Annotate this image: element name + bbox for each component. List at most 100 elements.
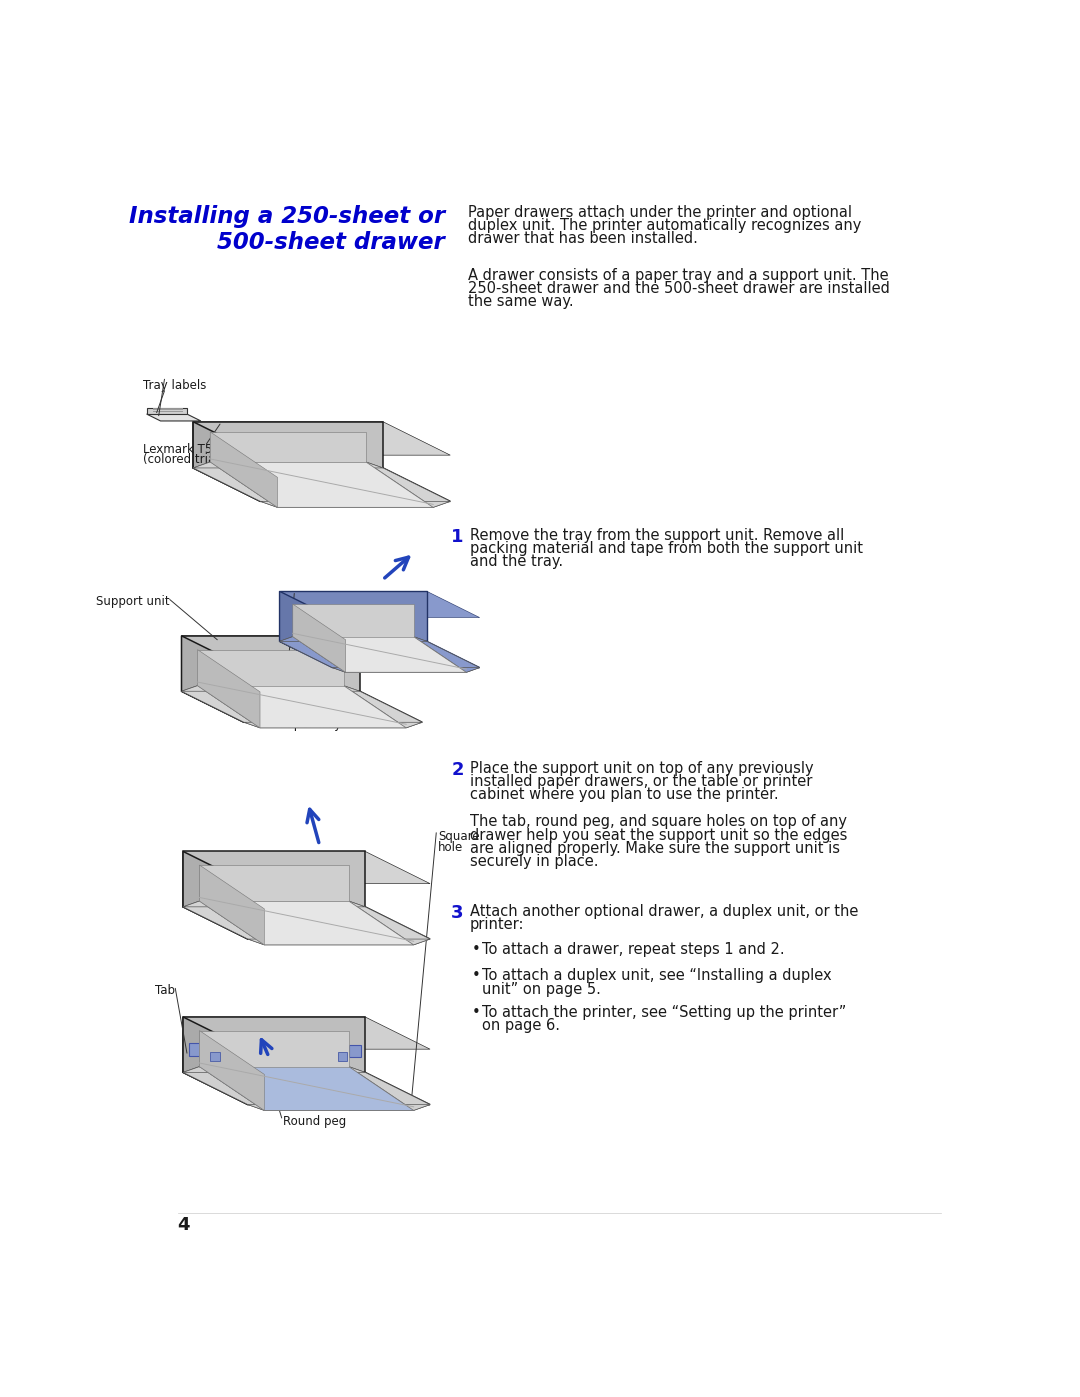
Text: •: •	[471, 942, 481, 957]
Text: cabinet where you plan to use the printer.: cabinet where you plan to use the printe…	[470, 787, 779, 802]
Polygon shape	[280, 591, 333, 668]
Polygon shape	[183, 1017, 430, 1049]
Text: packing material and tape from both the support unit: packing material and tape from both the …	[470, 541, 863, 556]
Polygon shape	[181, 686, 260, 728]
Polygon shape	[244, 722, 422, 728]
Text: Tray labels: Tray labels	[143, 380, 206, 393]
Polygon shape	[211, 462, 433, 507]
Polygon shape	[280, 591, 480, 617]
Text: Remove the tray from the support unit. Remove all: Remove the tray from the support unit. R…	[470, 528, 845, 543]
Polygon shape	[193, 462, 278, 507]
Text: duplex unit. The printer automatically recognizes any: duplex unit. The printer automatically r…	[469, 218, 862, 233]
Polygon shape	[280, 637, 427, 641]
Polygon shape	[193, 462, 383, 468]
Text: •: •	[471, 1006, 481, 1020]
Polygon shape	[293, 637, 467, 672]
Polygon shape	[280, 637, 346, 672]
Polygon shape	[183, 1066, 265, 1111]
Text: unit” on page 5.: unit” on page 5.	[482, 982, 602, 996]
Polygon shape	[200, 865, 349, 901]
Polygon shape	[200, 865, 265, 944]
Text: Tab: Tab	[156, 983, 175, 997]
Polygon shape	[343, 686, 422, 728]
Polygon shape	[349, 1045, 362, 1058]
Text: drawer help you seat the support unit so the edges: drawer help you seat the support unit so…	[470, 827, 847, 842]
Polygon shape	[147, 414, 201, 420]
Text: and the tray.: and the tray.	[470, 555, 563, 569]
Polygon shape	[181, 636, 360, 692]
Polygon shape	[260, 502, 450, 507]
Polygon shape	[248, 1105, 430, 1111]
Text: 3: 3	[451, 904, 463, 922]
Polygon shape	[211, 432, 278, 507]
Circle shape	[248, 1034, 264, 1049]
Text: A drawer consists of a paper tray and a support unit. The: A drawer consists of a paper tray and a …	[469, 268, 889, 282]
Polygon shape	[183, 907, 430, 939]
Polygon shape	[183, 1073, 430, 1105]
Text: drawer that has been installed.: drawer that has been installed.	[469, 231, 698, 246]
Text: Attach another optional drawer, a duplex unit, or the: Attach another optional drawer, a duplex…	[470, 904, 859, 919]
Polygon shape	[181, 636, 244, 722]
Polygon shape	[280, 641, 480, 668]
Text: hole: hole	[437, 841, 463, 854]
Text: 1: 1	[451, 528, 463, 546]
Polygon shape	[183, 901, 365, 907]
Text: The tab, round peg, and square holes on top of any: The tab, round peg, and square holes on …	[470, 814, 847, 830]
Polygon shape	[147, 408, 187, 414]
Text: Place the support unit on top of any previously: Place the support unit on top of any pre…	[470, 760, 813, 775]
Polygon shape	[338, 1052, 347, 1062]
Polygon shape	[349, 1066, 430, 1111]
Polygon shape	[193, 422, 260, 502]
Polygon shape	[200, 1031, 349, 1066]
Text: To attach a drawer, repeat steps 1 and 2.: To attach a drawer, repeat steps 1 and 2…	[482, 942, 785, 957]
Polygon shape	[183, 1017, 248, 1105]
Polygon shape	[211, 432, 366, 462]
Text: on page 6.: on page 6.	[482, 1018, 561, 1034]
Polygon shape	[333, 668, 480, 672]
Text: To attach a duplex unit, see “Installing a duplex: To attach a duplex unit, see “Installing…	[482, 968, 832, 983]
Polygon shape	[183, 1066, 365, 1073]
Polygon shape	[414, 637, 480, 672]
Text: (colored triangle): (colored triangle)	[143, 453, 245, 467]
Polygon shape	[183, 901, 265, 944]
Text: are aligned properly. Make sure the support unit is: are aligned properly. Make sure the supp…	[470, 841, 840, 855]
Polygon shape	[366, 462, 450, 507]
Text: 2: 2	[451, 760, 463, 778]
Text: installed paper drawers, or the table or printer: installed paper drawers, or the table or…	[470, 774, 812, 789]
Polygon shape	[183, 1017, 365, 1073]
Polygon shape	[183, 851, 430, 884]
Polygon shape	[293, 604, 414, 637]
Polygon shape	[193, 468, 450, 502]
Polygon shape	[211, 1052, 219, 1062]
Text: printer:: printer:	[470, 916, 524, 932]
Polygon shape	[248, 939, 430, 944]
Text: Square: Square	[437, 830, 480, 842]
Text: securely in place.: securely in place.	[470, 854, 598, 869]
Polygon shape	[293, 604, 346, 672]
Polygon shape	[198, 650, 260, 728]
Text: Paper drawers attach under the printer and optional: Paper drawers attach under the printer a…	[469, 204, 852, 219]
Text: To attach the printer, see “Setting up the printer”: To attach the printer, see “Setting up t…	[482, 1006, 847, 1020]
Text: 250-sheet drawer and the 500-sheet drawer are installed: 250-sheet drawer and the 500-sheet drawe…	[469, 281, 890, 296]
Text: Installing a 250-sheet or: Installing a 250-sheet or	[129, 204, 445, 228]
Text: Lexmark T522 label: Lexmark T522 label	[143, 443, 259, 455]
Polygon shape	[349, 901, 430, 944]
Polygon shape	[183, 851, 365, 907]
Polygon shape	[198, 650, 343, 686]
Polygon shape	[181, 692, 422, 722]
Polygon shape	[200, 1066, 414, 1111]
Polygon shape	[200, 1031, 265, 1111]
Polygon shape	[193, 422, 450, 455]
Text: the same way.: the same way.	[469, 293, 573, 309]
Polygon shape	[280, 591, 427, 641]
Text: Support unit: Support unit	[96, 595, 170, 608]
Text: Round peg: Round peg	[283, 1115, 347, 1127]
Polygon shape	[183, 851, 248, 939]
Polygon shape	[200, 901, 414, 944]
Text: •: •	[471, 968, 481, 983]
Polygon shape	[198, 686, 406, 728]
Polygon shape	[189, 1044, 202, 1056]
Text: Paper tray: Paper tray	[280, 718, 341, 731]
Text: 500-sheet drawer: 500-sheet drawer	[217, 231, 445, 254]
Polygon shape	[181, 636, 422, 666]
